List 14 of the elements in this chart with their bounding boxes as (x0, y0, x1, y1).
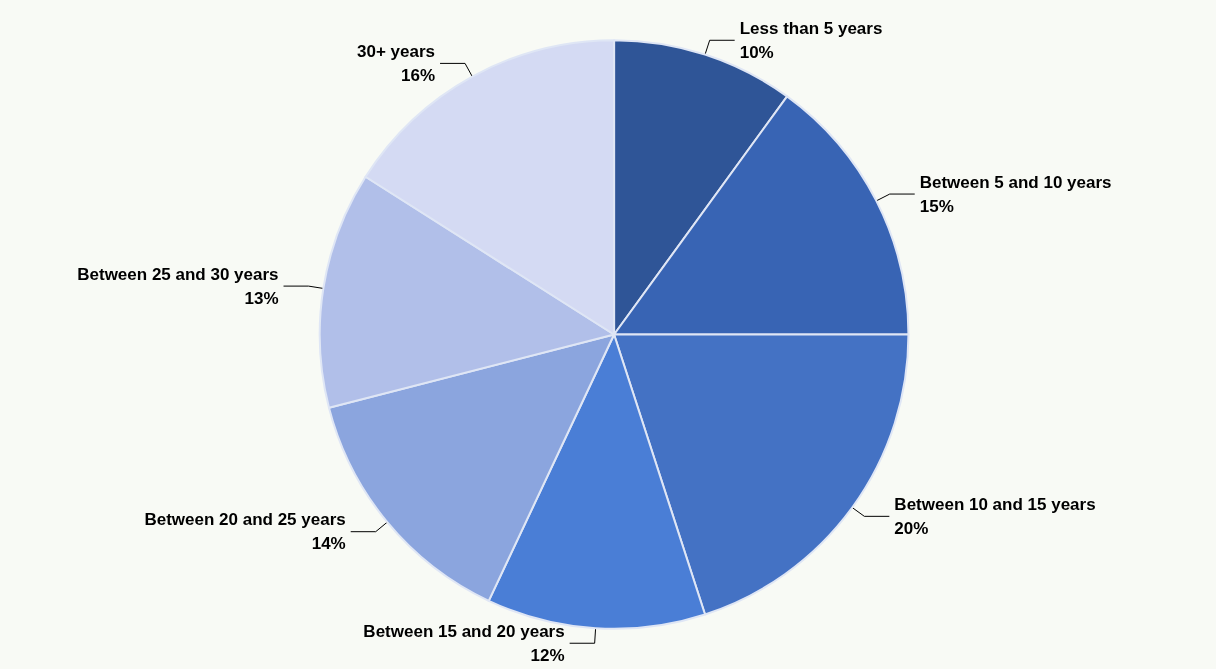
slice-label: Between 25 and 30 years (77, 264, 279, 284)
slice-label: Between 20 and 25 years (144, 510, 346, 530)
data-label: 10% (739, 42, 774, 62)
data-label: 14% (311, 534, 346, 554)
data-label: 12% (530, 645, 565, 665)
slice-label: 30+ years (357, 41, 436, 61)
data-label: 15% (919, 196, 954, 216)
data-label: 16% (401, 65, 436, 85)
slice-label: Between 15 and 20 years (363, 621, 565, 641)
slice-label: Between 10 and 15 years (894, 494, 1096, 514)
slice-label: Between 5 and 10 years (919, 172, 1112, 192)
data-label: 20% (894, 518, 929, 538)
data-label: 13% (244, 288, 279, 308)
slice-label: Less than 5 years (739, 18, 883, 38)
